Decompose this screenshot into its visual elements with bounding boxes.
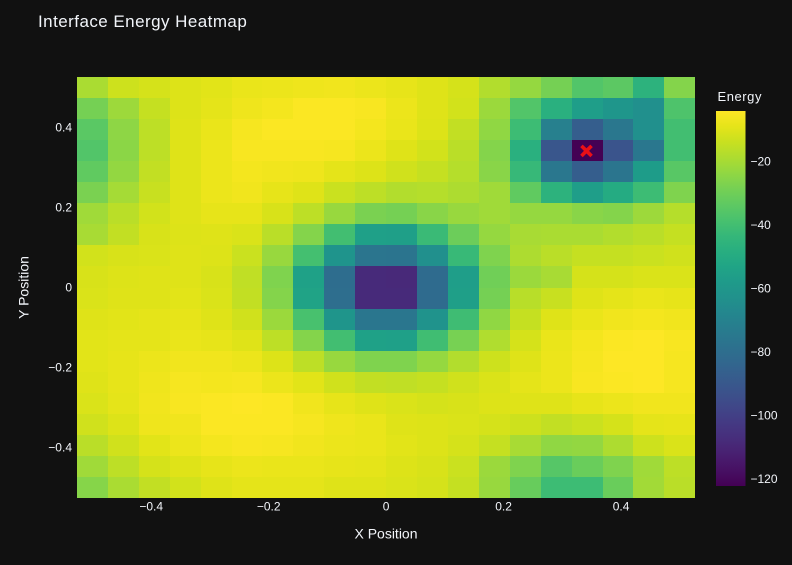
svg-text:0: 0 xyxy=(65,281,72,295)
svg-text:−0.4: −0.4 xyxy=(48,441,72,455)
svg-text:Interface Energy Heatmap: Interface Energy Heatmap xyxy=(38,12,247,31)
svg-text:0: 0 xyxy=(383,500,390,514)
svg-text:Y Position: Y Position xyxy=(16,256,32,319)
svg-text:0.4: 0.4 xyxy=(613,500,630,514)
svg-text:−120: −120 xyxy=(751,472,778,486)
svg-text:−80: −80 xyxy=(751,345,772,359)
svg-text:−20: −20 xyxy=(751,155,772,169)
svg-text:X Position: X Position xyxy=(354,526,417,542)
svg-text:−100: −100 xyxy=(751,409,778,423)
svg-text:−40: −40 xyxy=(751,218,772,232)
svg-text:Energy: Energy xyxy=(718,89,763,104)
svg-text:−60: −60 xyxy=(751,282,772,296)
svg-text:−0.4: −0.4 xyxy=(139,500,163,514)
svg-text:0.4: 0.4 xyxy=(55,121,72,135)
svg-text:−0.2: −0.2 xyxy=(257,500,281,514)
svg-text:−0.2: −0.2 xyxy=(48,361,72,375)
svg-text:0.2: 0.2 xyxy=(55,201,72,215)
svg-text:0.2: 0.2 xyxy=(495,500,512,514)
